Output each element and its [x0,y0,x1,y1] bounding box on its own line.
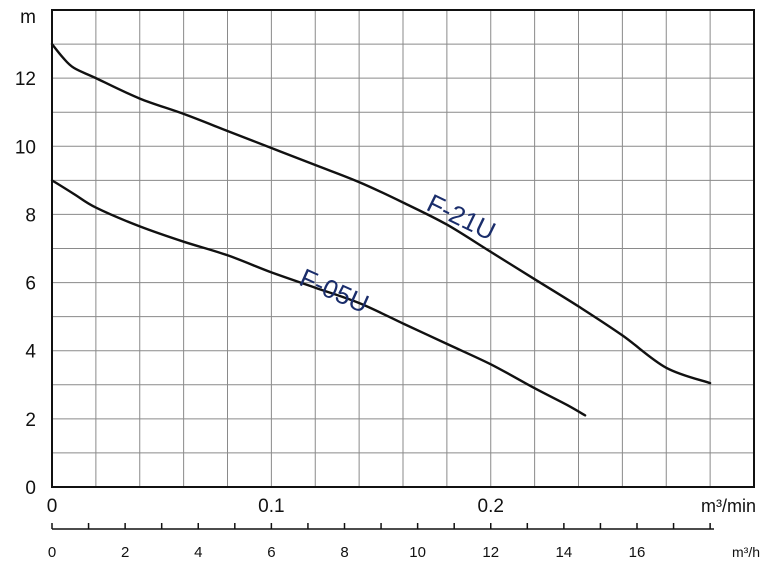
series-line-f-05u [50,179,587,417]
x-bottom-tick-label: 12 [482,544,499,561]
plot-frame [51,9,755,488]
x-bottom-tick-label: 4 [194,544,202,561]
y-tick-label: 2 [25,410,36,431]
y-tick-label: 10 [15,137,36,158]
series-label-f-05u: F-05U [295,262,373,319]
x-bottom-tick-label: 6 [267,544,275,561]
x-bottom-tick-label: 10 [409,544,426,561]
grid [52,10,754,487]
x-top-tick-label: 0.2 [478,496,504,517]
y-tick-label: 12 [15,69,36,90]
y-tick-label: 6 [25,274,36,295]
x-bottom-tick-label: 0 [48,544,56,561]
x-bottom-tick-label: 14 [556,544,573,561]
axes [51,9,755,530]
x-top-tick-label: 0 [47,496,58,517]
x-top-tick-label: 0.1 [258,496,284,517]
series-layer: F-21U F-05U [50,42,712,417]
x-bottom-tick-label: 16 [629,544,646,561]
tick-labels: 0 2 4 6 8 10 12 m 0 0.1 0.2 m³/min 0 2 4 6 8 10 12 14 16 m³/h [15,7,760,561]
x-bottom-tick-label: 8 [340,544,348,561]
y-tick-label: 4 [25,342,36,363]
x-bottom-axis-unit: m³/h [732,544,760,560]
series-line-f-21u [50,42,712,385]
y-axis-unit: m [20,7,36,28]
series-label-f-21u: F-21U [422,188,500,247]
x-bottom-tick-label: 2 [121,544,129,561]
y-tick-label: 0 [25,478,36,499]
y-tick-label: 8 [25,205,36,226]
x-top-axis-unit: m³/min [701,496,756,516]
